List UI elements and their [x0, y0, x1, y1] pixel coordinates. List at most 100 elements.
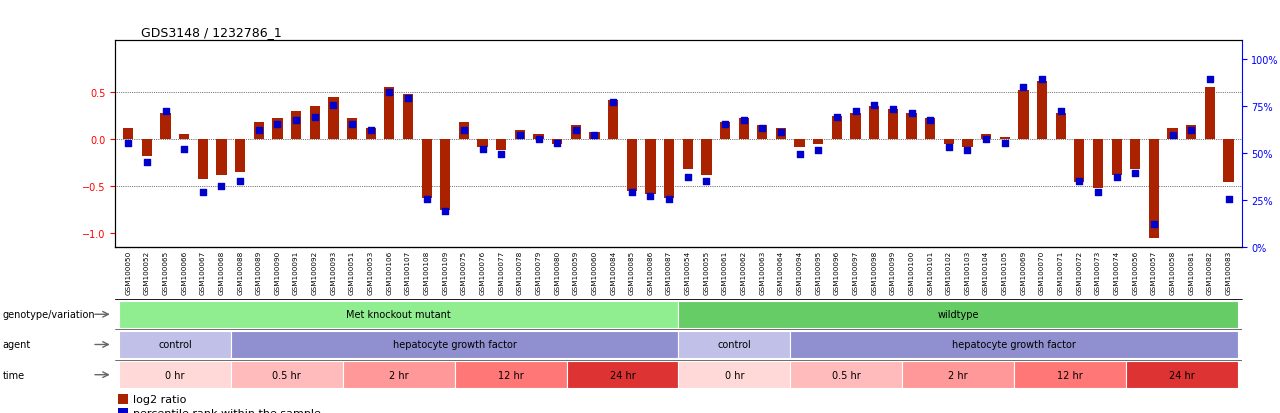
Bar	[664, 140, 675, 198]
Point	[305, 114, 325, 121]
Text: GSM100090: GSM100090	[274, 250, 280, 294]
Bar	[552, 140, 562, 145]
Text: genotype/variation: genotype/variation	[3, 309, 95, 320]
Text: 24 hr: 24 hr	[609, 370, 635, 380]
Bar	[119, 301, 678, 328]
Point	[268, 121, 288, 128]
Text: GSM100087: GSM100087	[666, 250, 672, 294]
Bar	[790, 361, 902, 388]
Bar	[906, 114, 916, 140]
Text: GSM100105: GSM100105	[1002, 250, 1007, 294]
Text: GSM100099: GSM100099	[890, 250, 896, 294]
Point	[285, 118, 306, 124]
Point	[975, 137, 996, 143]
Point	[1219, 197, 1239, 203]
Bar	[119, 361, 230, 388]
Text: 0 hr: 0 hr	[165, 370, 184, 380]
Bar	[813, 140, 823, 145]
Bar	[1000, 138, 1010, 140]
Text: GSM100064: GSM100064	[778, 250, 783, 294]
Text: GSM100051: GSM100051	[349, 250, 355, 294]
Text: GSM100055: GSM100055	[704, 250, 709, 294]
Bar	[1224, 140, 1234, 182]
Bar	[739, 119, 749, 140]
Text: GSM100070: GSM100070	[1039, 250, 1044, 294]
Text: GSM100098: GSM100098	[872, 250, 877, 294]
Point	[547, 140, 567, 147]
Text: GSM100091: GSM100091	[293, 250, 300, 294]
Bar	[458, 123, 468, 140]
Text: control: control	[718, 339, 751, 350]
Point	[1014, 84, 1034, 90]
Point	[864, 103, 884, 109]
Bar	[758, 126, 768, 140]
Text: GSM100069: GSM100069	[1020, 250, 1027, 294]
Bar	[682, 140, 692, 170]
Bar	[515, 131, 525, 140]
Bar	[902, 361, 1014, 388]
Bar	[328, 97, 338, 140]
Point	[342, 121, 362, 128]
Text: agent: agent	[3, 339, 31, 350]
Bar	[403, 95, 413, 140]
Bar	[384, 88, 394, 140]
Point	[137, 159, 157, 166]
Text: 2 hr: 2 hr	[389, 370, 408, 380]
Text: GDS3148 / 1232786_1: GDS3148 / 1232786_1	[141, 26, 282, 39]
Point	[323, 103, 343, 109]
Point	[883, 107, 904, 113]
Point	[192, 189, 212, 196]
Point	[1051, 108, 1071, 115]
Bar	[291, 112, 301, 140]
Bar	[197, 140, 207, 179]
Bar	[253, 123, 264, 140]
Bar	[701, 140, 712, 176]
Text: Met knockout mutant: Met knockout mutant	[347, 309, 451, 320]
Text: GSM100059: GSM100059	[573, 250, 579, 294]
Bar	[1019, 91, 1029, 140]
Text: GSM100081: GSM100081	[1188, 250, 1194, 294]
Point	[529, 137, 549, 143]
Text: GSM100052: GSM100052	[143, 250, 150, 294]
Text: GSM100095: GSM100095	[815, 250, 822, 294]
Text: 0.5 hr: 0.5 hr	[273, 370, 301, 380]
Text: GSM100068: GSM100068	[219, 250, 224, 294]
Bar	[160, 114, 170, 140]
Point	[584, 133, 604, 140]
Bar	[236, 140, 246, 173]
Point	[1162, 133, 1183, 140]
Bar	[1149, 140, 1160, 238]
Point	[790, 152, 810, 158]
Bar	[627, 140, 637, 192]
Bar	[366, 128, 376, 140]
Text: GSM100066: GSM100066	[182, 250, 187, 294]
Text: 12 hr: 12 hr	[498, 370, 524, 380]
Point	[361, 127, 381, 134]
Point	[248, 127, 269, 134]
Bar	[477, 140, 488, 147]
Text: GSM100101: GSM100101	[927, 250, 933, 294]
Bar	[347, 119, 357, 140]
Point	[435, 208, 456, 214]
Text: GSM100079: GSM100079	[535, 250, 541, 294]
Text: GSM100106: GSM100106	[387, 250, 393, 294]
Point	[230, 178, 251, 185]
Text: GSM100094: GSM100094	[796, 250, 803, 294]
Bar	[216, 140, 227, 176]
Point	[901, 110, 922, 117]
Point	[509, 133, 530, 140]
Text: 0.5 hr: 0.5 hr	[832, 370, 860, 380]
Text: GSM100062: GSM100062	[741, 250, 746, 294]
Bar	[1130, 140, 1140, 170]
Text: GSM100085: GSM100085	[628, 250, 635, 294]
Bar	[230, 361, 343, 388]
Bar	[790, 331, 1238, 358]
Bar	[230, 331, 678, 358]
Point	[1199, 76, 1220, 83]
Point	[1106, 174, 1126, 181]
Text: time: time	[3, 370, 24, 380]
Bar	[1126, 361, 1238, 388]
Point	[995, 140, 1015, 147]
Text: GSM100109: GSM100109	[443, 250, 448, 294]
Point	[733, 118, 754, 124]
